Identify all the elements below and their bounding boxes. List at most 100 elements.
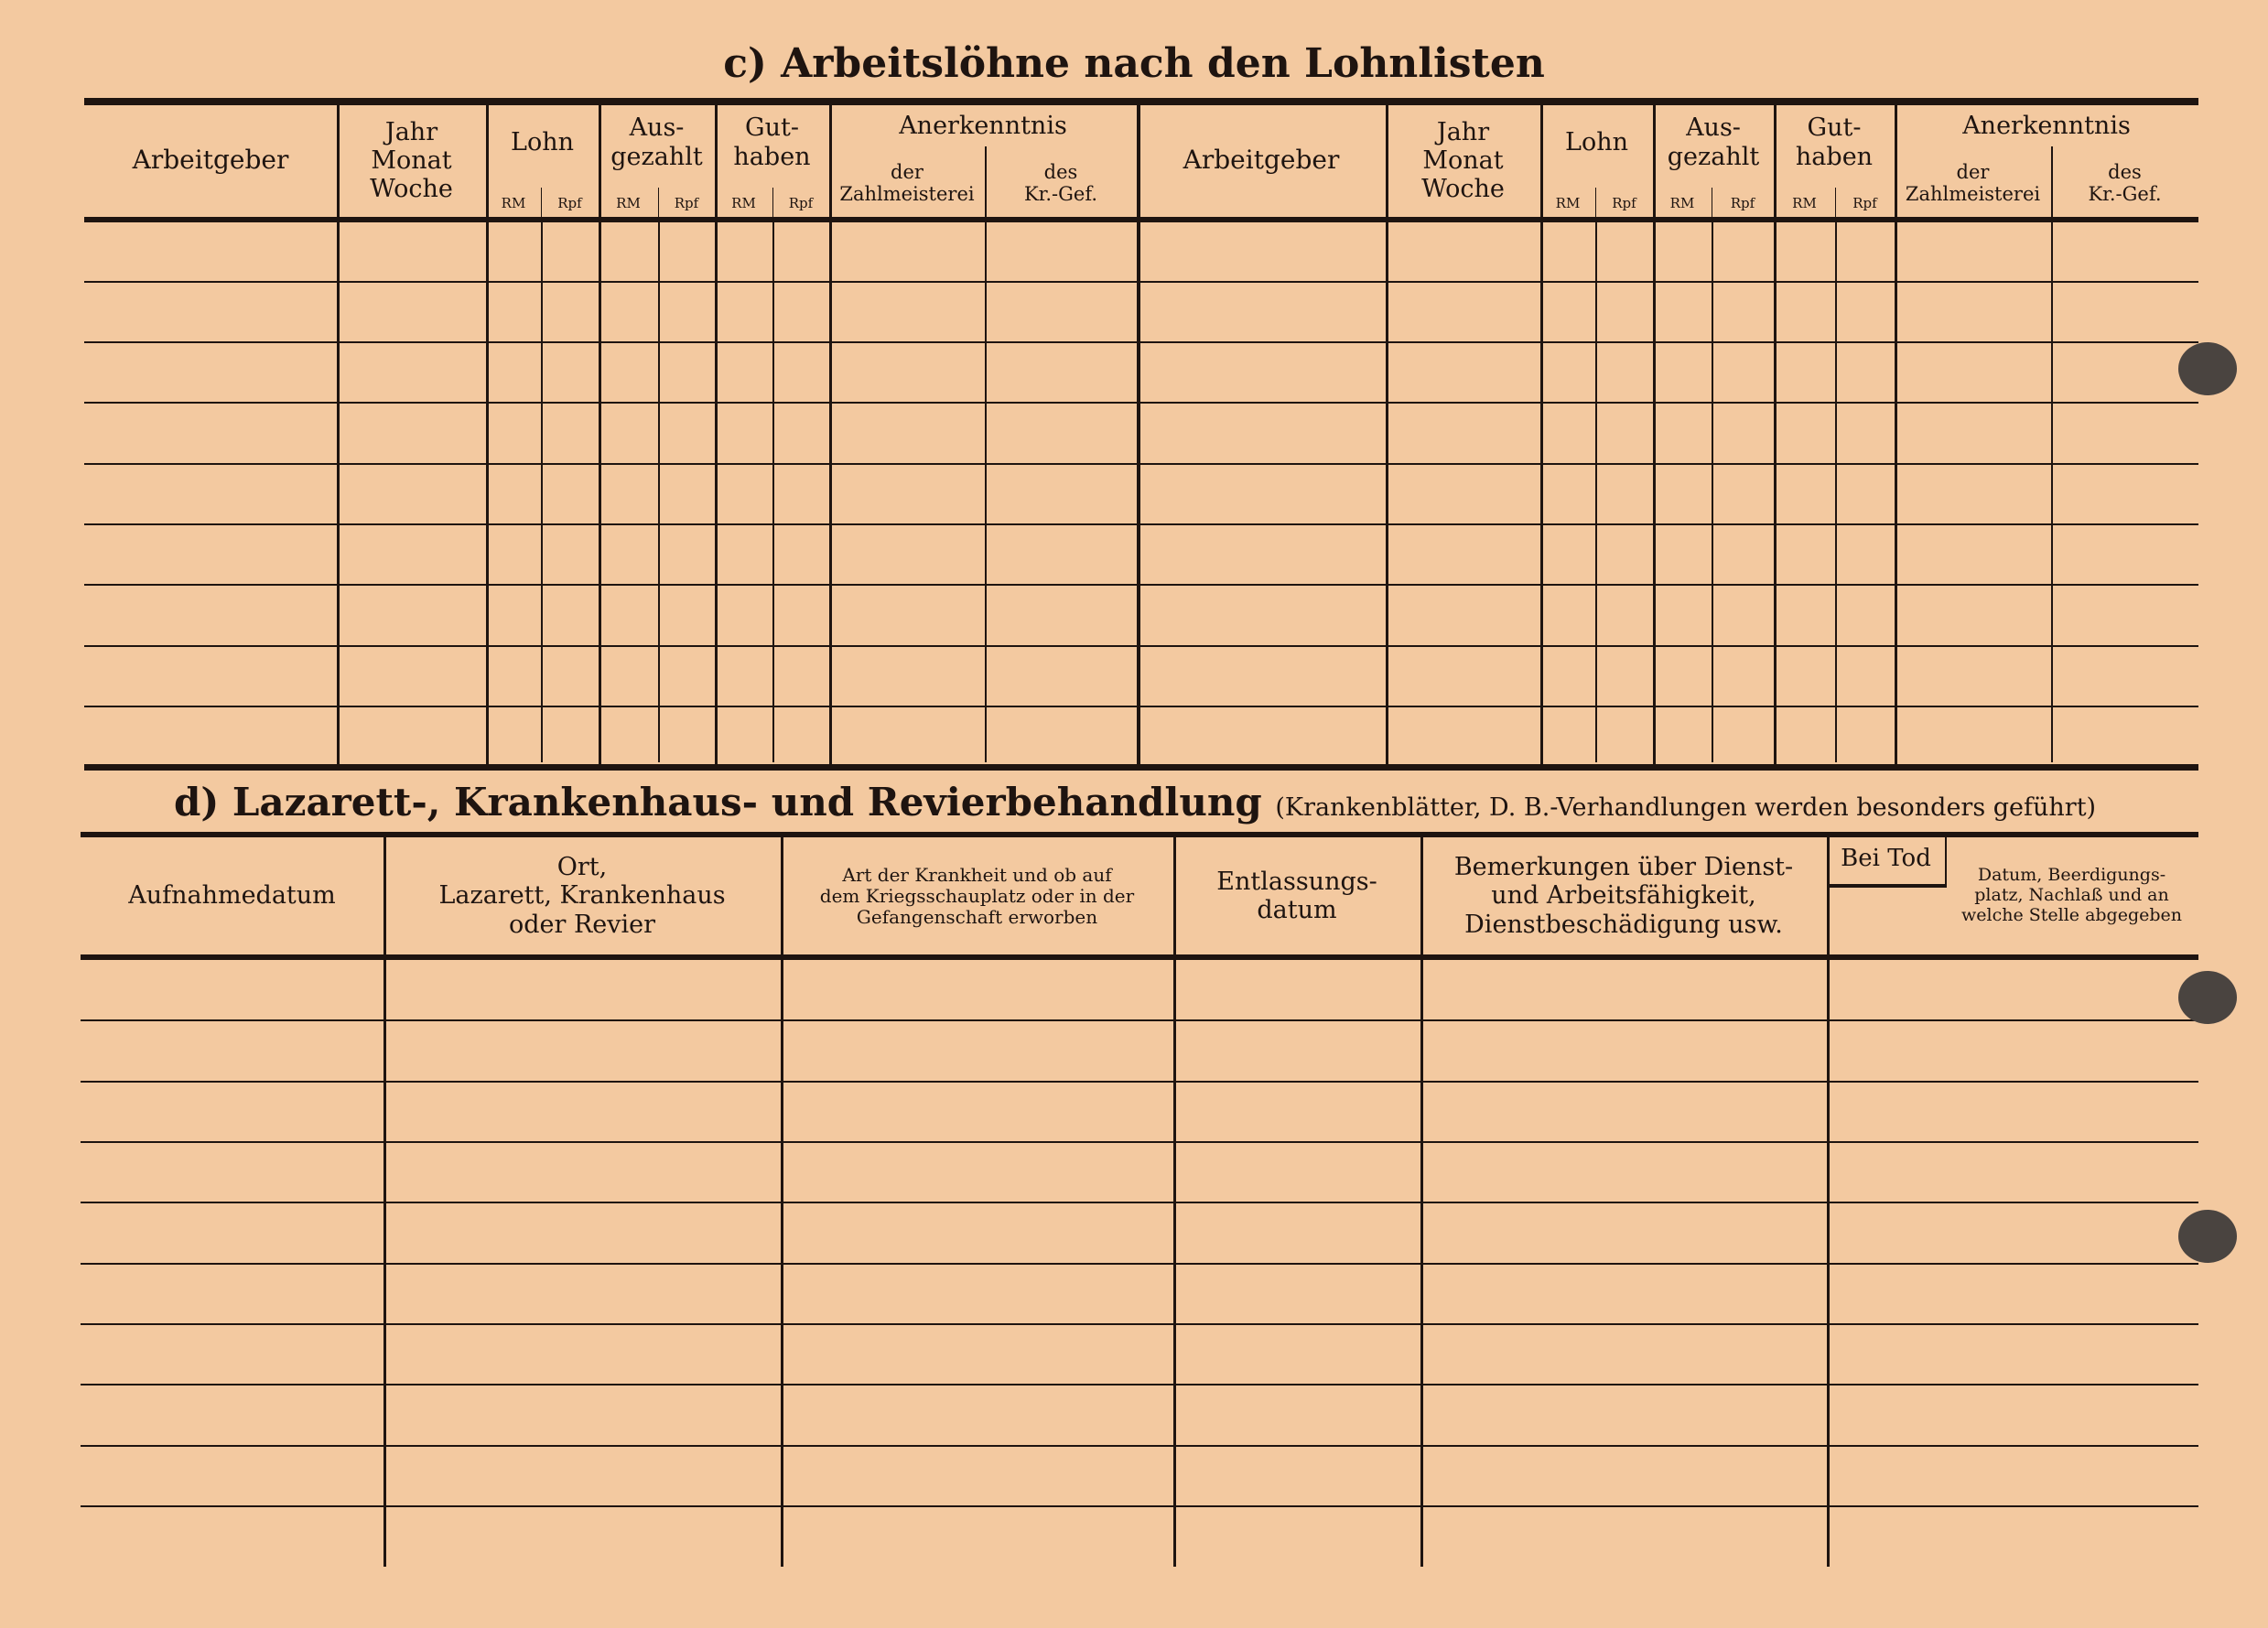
header-guthaben-text: haben	[1795, 142, 1874, 171]
header-rpf: Rpf	[1835, 188, 1895, 220]
header-ort: Ort, Lazarett, Krankenhaus oder Revier	[383, 835, 781, 957]
header-lohn-text: Lohn	[1565, 127, 1628, 156]
column-line	[1420, 835, 1423, 1567]
header-lohn-text: Lohn	[511, 127, 574, 156]
header-rm: RM	[599, 188, 658, 220]
section-c-top-rule	[84, 98, 2198, 105]
header-art-der-krankheit: Art der Krankheit und ob auf dem Kriegssc…	[781, 835, 1173, 957]
header-datum-beerdigung: Datum, Beerdigungs-platz, Nachlaß und an…	[1945, 835, 2198, 957]
bei-tod-box-line	[1945, 835, 1947, 886]
header-ausgezahlt-text: gezahlt	[1667, 142, 1760, 171]
column-line	[781, 835, 783, 1567]
row-line	[84, 402, 2198, 404]
row-line	[84, 281, 2198, 283]
row-line	[84, 706, 2198, 707]
header-art-der-krankheit-text: Art der Krankheit und ob auf	[842, 863, 1112, 886]
header-bei-tod-text: Bei Tod	[1841, 845, 1931, 873]
header-jahr-monat-woche-text: Monat	[371, 146, 452, 175]
column-line	[985, 220, 987, 762]
punch-hole	[2178, 342, 2237, 395]
rm-rpf-divider	[541, 188, 542, 220]
header-art-der-krankheit-text: Gefangenschaft erworben	[856, 905, 1098, 928]
row-line	[81, 1505, 2198, 1507]
header-arbeitgeber: Arbeitgeber	[1137, 102, 1386, 220]
header-ort-text: oder Revier	[508, 910, 656, 939]
row-line	[84, 341, 2198, 343]
header-datum-beerdigung-text: platz, Nachlaß und an	[1974, 885, 2169, 906]
header-kr-gef: des Kr.-Gef.	[2051, 146, 2198, 220]
row-line	[81, 1202, 2198, 1203]
header-rm: RM	[1653, 188, 1712, 220]
column-line	[541, 220, 543, 762]
header-kr-gef-text: des	[1043, 160, 1078, 183]
section-c-title: c) Arbeitslöhne nach den Lohnlisten	[723, 40, 1545, 87]
column-line	[486, 102, 489, 766]
header-jahr-monat-woche-text: Woche	[1421, 175, 1505, 204]
row-line	[84, 645, 2198, 647]
header-bei-tod: Bei Tod	[1827, 835, 1945, 884]
header-kr-gef-text: Kr.-Gef.	[2088, 183, 2162, 205]
header-jahr-monat-woche: Jahr Monat Woche	[1386, 102, 1540, 220]
header-lohn: Lohn	[486, 102, 599, 183]
header-rm: RM	[486, 188, 541, 220]
column-line	[658, 220, 660, 762]
header-jahr-monat-woche-text: Jahr	[384, 117, 438, 146]
header-bemerkungen-text: Dienstbeschädigung usw.	[1464, 910, 1783, 939]
header-datum-beerdigung-text: welche Stelle abgegeben	[1960, 904, 2183, 925]
header-ausgezahlt-text: Aus-	[629, 113, 685, 143]
section-c-header-rule	[84, 217, 2198, 222]
header-guthaben-text: haben	[733, 142, 811, 171]
header-rpf-text: Rpf	[788, 194, 814, 211]
header-guthaben: Gut-haben	[715, 102, 829, 183]
header-bemerkungen-text: und Arbeitsfähigkeit,	[1491, 881, 1756, 911]
column-line	[1712, 220, 1713, 762]
header-kr-gef-text: des	[2108, 160, 2142, 183]
column-line	[715, 102, 718, 766]
header-rpf: Rpf	[658, 188, 715, 220]
header-zahlmeisterei-text: der	[891, 160, 923, 183]
header-zahlmeisterei: der Zahlmeisterei	[829, 146, 985, 220]
header-aufnahmedatum-text: Aufnahmedatum	[128, 881, 336, 911]
header-entlassungsdatum-text: Entlassungs-	[1216, 867, 1377, 896]
header-entlassungsdatum: Entlassungs-datum	[1173, 835, 1420, 957]
header-rpf-text: Rpf	[1730, 194, 1755, 211]
column-line	[1835, 220, 1837, 762]
row-line	[81, 1445, 2198, 1447]
header-entlassungsdatum-text: datum	[1257, 896, 1337, 924]
row-line	[81, 1263, 2198, 1265]
header-zahlmeisterei-text: Zahlmeisterei	[1905, 183, 2041, 205]
header-anerkenntnis: Anerkenntnis	[829, 102, 1137, 151]
column-line	[1653, 102, 1656, 766]
section-d-header-rule	[81, 954, 2198, 960]
column-line	[1595, 220, 1597, 762]
header-anerkenntnis-text: Anerkenntnis	[899, 112, 1067, 141]
header-rm: RM	[1540, 188, 1595, 220]
header-rm-text: RM	[1669, 194, 1695, 211]
header-rpf-text: Rpf	[557, 194, 582, 211]
header-kr-gef: des Kr.-Gef.	[985, 146, 1137, 220]
row-line	[81, 1081, 2198, 1083]
header-rm-text: RM	[616, 194, 641, 211]
header-arbeitgeber: Arbeitgeber	[84, 102, 337, 220]
punch-hole	[2178, 971, 2237, 1024]
section-d-title: d) Lazarett-, Krankenhaus- und Revierbeh…	[174, 780, 2096, 825]
header-rm: RM	[1774, 188, 1835, 220]
row-line	[84, 584, 2198, 586]
column-line	[1386, 102, 1388, 766]
header-jahr-monat-woche-text: Monat	[1422, 146, 1504, 175]
header-arbeitgeber-text: Arbeitgeber	[1183, 145, 1340, 176]
rm-rpf-divider	[1595, 188, 1596, 220]
row-line	[84, 523, 2198, 525]
header-rm-text: RM	[501, 194, 526, 211]
section-d-note: (Krankenblätter, D. B.-Verhandlungen wer…	[1275, 793, 2097, 822]
column-line	[383, 835, 386, 1567]
header-guthaben: Gut-haben	[1774, 102, 1895, 183]
header-rpf: Rpf	[541, 188, 599, 220]
header-rpf: Rpf	[1595, 188, 1653, 220]
bei-tod-box-line	[1827, 884, 1947, 888]
header-aufnahmedatum: Aufnahmedatum	[81, 835, 383, 957]
anerkenntnis-divider	[985, 146, 987, 220]
header-rm-text: RM	[1792, 194, 1817, 211]
header-anerkenntnis: Anerkenntnis	[1895, 102, 2198, 151]
header-bemerkungen: Bemerkungen über Dienst-und Arbeitsfähig…	[1420, 835, 1827, 957]
